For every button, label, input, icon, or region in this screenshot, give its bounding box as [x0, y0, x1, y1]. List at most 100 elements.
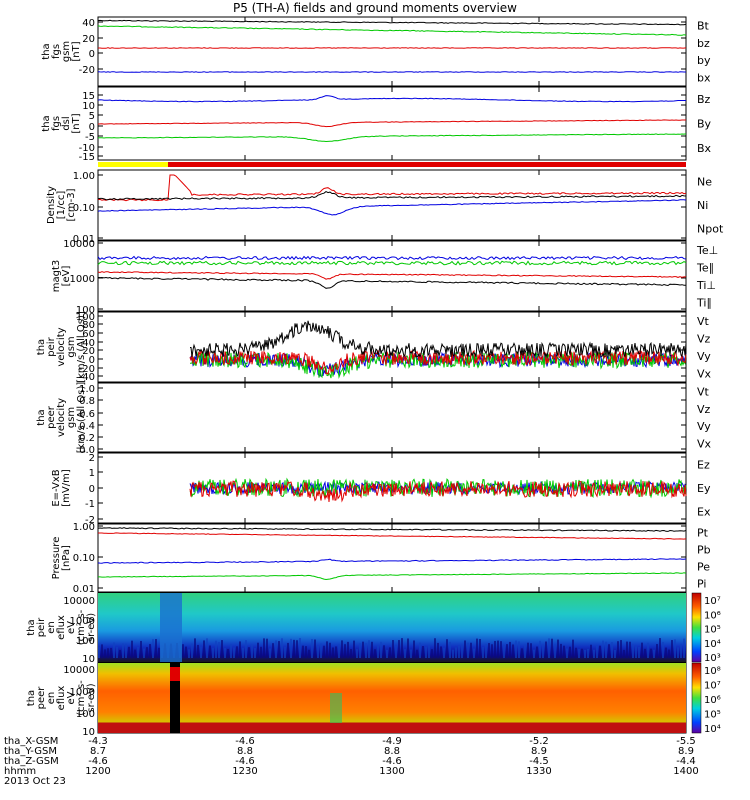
legend-Ne: Ne: [697, 176, 712, 189]
x-axis-value: -4.6: [235, 736, 255, 747]
spectrogram-texture: [371, 641, 373, 658]
y-tick-label: 0.2: [79, 433, 95, 444]
spectrogram-texture: [407, 638, 409, 658]
spectrogram-texture: [278, 641, 280, 658]
spectrogram-texture: [251, 644, 253, 658]
legend-Vx: Vx: [697, 367, 712, 380]
series-Te-par: [97, 276, 687, 289]
spectrogram-feature: [330, 693, 342, 723]
series-Ne: [97, 174, 687, 202]
spectrogram-texture: [629, 641, 631, 658]
y-axis-label: eV: [66, 691, 77, 704]
legend-Ez: Ez: [697, 459, 710, 472]
legend-Vz: Vz: [697, 403, 711, 416]
spectrogram-texture: [467, 642, 469, 658]
y-axis-label: peir: [46, 336, 57, 356]
spectrogram-texture: [203, 640, 205, 658]
spectrogram-texture: [347, 641, 349, 658]
spectrogram-texture: [404, 649, 406, 658]
spectrogram-texture: [443, 647, 445, 658]
spectrogram-texture: [158, 647, 160, 658]
spectrogram-texture: [365, 643, 367, 658]
spectrogram-texture: [656, 644, 658, 658]
spectrogram-texture: [605, 641, 607, 658]
plot-date: 2013 Oct 23: [4, 776, 66, 787]
y-axis-label: gsm: [61, 41, 72, 62]
legend-Bz: Bz: [697, 93, 711, 106]
y-tick-label: 10000: [63, 239, 95, 250]
spectrogram-texture: [677, 647, 679, 658]
y-tick-label: 0.10: [73, 203, 95, 214]
y-axis-label: velocity: [56, 327, 67, 366]
y-tick-label: 0.6: [79, 409, 95, 420]
spectrogram-texture: [227, 648, 229, 658]
spectrogram-texture: [320, 643, 322, 658]
spectrogram-texture: [437, 642, 439, 658]
spectrogram-texture: [350, 649, 352, 658]
spectrogram-texture: [317, 645, 319, 658]
y-axis-label: eV: [66, 621, 77, 634]
spectrogram-texture: [584, 649, 586, 658]
spectrogram-texture: [446, 639, 448, 658]
x-axis-value: -4.6: [382, 756, 402, 767]
spectrogram-texture: [302, 645, 304, 658]
legend-Ex: Ex: [697, 505, 711, 518]
spectrogram-texture: [503, 645, 505, 658]
spectrogram-texture: [524, 644, 526, 658]
x-axis-value: 8.8: [237, 746, 253, 757]
spectrogram-texture: [392, 640, 394, 658]
spectrogram-texture: [197, 644, 199, 658]
quality-bar: [98, 162, 686, 167]
spectrogram-texture: [311, 639, 313, 658]
spectrogram-texture: [647, 642, 649, 658]
spectrogram-texture: [578, 649, 580, 658]
y-tick-label: 10: [82, 654, 95, 665]
spectrogram-texture: [680, 643, 682, 658]
spectrogram-texture: [431, 649, 433, 658]
y-axis-label: en: [46, 621, 57, 634]
colorbar-label: 10⁴: [704, 724, 721, 735]
spectrogram-texture: [449, 641, 451, 658]
y-tick-label: -10: [79, 143, 95, 154]
legend-Vz: Vz: [697, 332, 711, 345]
y-tick-label: 20: [82, 34, 95, 45]
spectrogram-texture: [248, 647, 250, 658]
spectrogram-texture: [242, 647, 244, 658]
y-axis-label: (cm²-s-: [76, 609, 87, 645]
x-axis-value: -4.6: [235, 756, 255, 767]
y-tick-label: 5: [89, 111, 95, 122]
y-tick-label: 1: [89, 468, 95, 479]
y-axis-label: [nT]: [71, 113, 82, 133]
spectrogram-texture: [563, 645, 565, 658]
series-Ni: [97, 191, 687, 201]
spectrogram-texture: [212, 647, 214, 658]
spectrogram-texture: [461, 645, 463, 658]
x-axis-value: 1230: [232, 766, 257, 777]
spectrogram-texture: [557, 639, 559, 658]
series-Ez: [189, 480, 687, 503]
spectrogram-texture: [287, 642, 289, 658]
spectrogram-texture: [596, 645, 598, 658]
y-axis-label: [nT]: [71, 41, 82, 61]
spectrogram-texture: [455, 647, 457, 658]
spectrogram-texture: [314, 639, 316, 658]
spectrogram-texture: [509, 641, 511, 658]
spectrogram-texture: [140, 640, 142, 658]
y-axis-label: tha: [26, 690, 37, 706]
legend-Pt: Pt: [697, 527, 709, 540]
spectrogram-gap: [170, 663, 180, 733]
series-bz: [98, 47, 687, 49]
spectrogram-texture: [482, 646, 484, 658]
y-axis-label: tha: [41, 115, 52, 131]
spectrogram-texture: [458, 645, 460, 658]
spectrogram-texture: [260, 646, 262, 658]
legend-Te∥: Te∥: [696, 261, 714, 274]
spectrogram-texture: [143, 648, 145, 658]
spectrogram-texture: [353, 640, 355, 658]
spectrogram-texture: [293, 639, 295, 658]
x-axis-value: -4.4: [676, 756, 696, 767]
spectrogram-texture: [269, 648, 271, 658]
x-axis-value: 8.7: [90, 746, 106, 757]
legend-Pe: Pe: [697, 561, 710, 574]
